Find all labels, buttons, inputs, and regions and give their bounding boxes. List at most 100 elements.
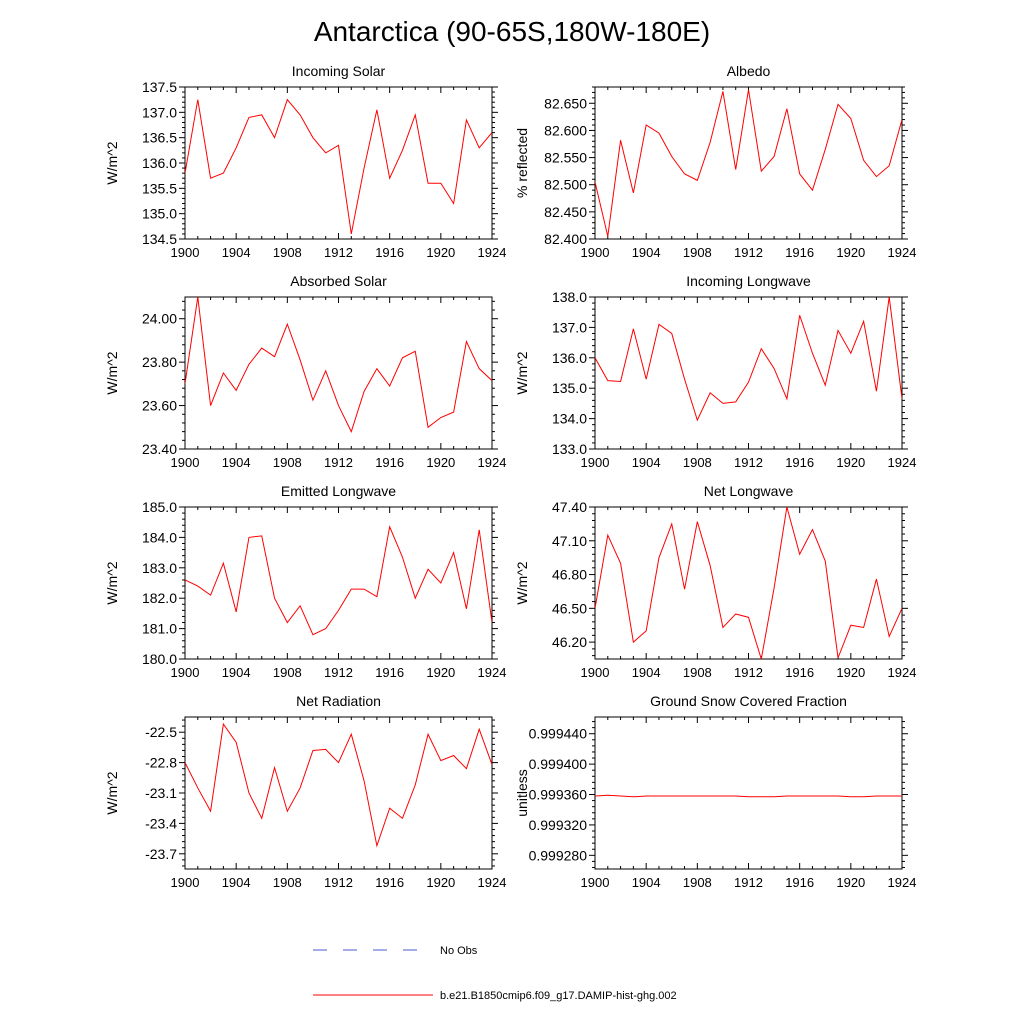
x-tick-label: 1920 — [836, 245, 865, 260]
y-tick-label: 180.0 — [142, 651, 177, 667]
x-tick-label: 1908 — [683, 245, 712, 260]
x-tick-label: 1908 — [273, 665, 302, 680]
y-tick-label: -23.1 — [145, 785, 177, 801]
y-axis-label: % reflected — [514, 128, 530, 198]
y-axis-label: unitless — [514, 769, 530, 816]
panel-incoming-longwave: Incoming Longwave 1900 1904 1908 1912 1916 192… — [514, 273, 916, 470]
x-tick-label: 1900 — [171, 875, 200, 890]
x-tick-label: 1924 — [888, 245, 917, 260]
y-tick-label: 184.0 — [142, 529, 177, 545]
y-tick-label: 135.5 — [142, 180, 177, 196]
x-tick-label: 1920 — [426, 665, 455, 680]
x-tick-label: 1924 — [478, 455, 507, 470]
x-tick-label: 1916 — [785, 455, 814, 470]
y-tick-label: 82.450 — [544, 204, 587, 220]
series-line — [185, 98, 492, 235]
y-tick-label: 46.50 — [552, 600, 587, 616]
x-tick-label: 1908 — [273, 875, 302, 890]
x-tick-label: 1924 — [478, 875, 507, 890]
y-tick-label: 0.999320 — [529, 817, 588, 833]
y-axis-label: W/m^2 — [514, 351, 530, 394]
legend-label-model: b.e21.B1850cmip6.f09_g17.DAMIP-hist-ghg.… — [440, 990, 677, 1002]
x-tick-label: 1908 — [273, 245, 302, 260]
y-tick-label: -23.7 — [145, 846, 177, 862]
x-tick-label: 1924 — [888, 455, 917, 470]
y-axis-label: W/m^2 — [104, 561, 120, 604]
panel-ground-snow-covered-fraction: Ground Snow Covered Fraction 1900 1904 1908… — [514, 693, 916, 890]
x-tick-label: 1916 — [785, 875, 814, 890]
panel-title: Incoming Longwave — [686, 273, 811, 289]
x-tick-label: 1920 — [836, 665, 865, 680]
panel-grid: Incoming Solar 1900 1904 1908 1912 1916 1920 19… — [104, 63, 916, 890]
x-tick-label: 1904 — [222, 665, 251, 680]
x-tick-label: 1908 — [273, 455, 302, 470]
series-line — [595, 89, 902, 237]
y-tick-label: 136.0 — [552, 350, 587, 366]
x-tick-label: 1908 — [683, 665, 712, 680]
panel-absorbed-solar: Absorbed Solar 1900 1904 1908 1912 1916 1920 19… — [104, 273, 506, 470]
y-tick-label: 82.600 — [544, 122, 587, 138]
y-tick-label: 47.40 — [552, 499, 587, 515]
x-tick-label: 1912 — [734, 245, 763, 260]
panel-net-longwave: Net Longwave 1900 1904 1908 1912 1916 1920 1924… — [514, 483, 916, 680]
y-tick-label: 0.999360 — [529, 787, 588, 803]
y-tick-label: 133.0 — [552, 441, 587, 457]
y-axis-label: W/m^2 — [104, 351, 120, 394]
panel-title: Emitted Longwave — [281, 483, 396, 499]
y-tick-label: 82.400 — [544, 231, 587, 247]
series-line — [185, 525, 492, 636]
x-tick-label: 1900 — [171, 665, 200, 680]
x-tick-label: 1904 — [632, 875, 661, 890]
x-tick-label: 1912 — [324, 665, 353, 680]
x-tick-label: 1916 — [375, 455, 404, 470]
x-tick-label: 1916 — [785, 665, 814, 680]
x-tick-label: 1912 — [324, 875, 353, 890]
x-tick-label: 1900 — [581, 875, 610, 890]
panel-title: Albedo — [727, 63, 771, 79]
y-tick-label: 137.0 — [142, 104, 177, 120]
y-axis-label: W/m^2 — [104, 771, 120, 814]
legend: No Obs b.e21.B1850cmip6.f09_g17.DAMIP-hi… — [313, 945, 677, 1002]
x-tick-label: 1920 — [426, 455, 455, 470]
y-tick-label: 135.0 — [552, 380, 587, 396]
x-tick-label: 1912 — [324, 245, 353, 260]
y-tick-label: 137.0 — [552, 319, 587, 335]
y-tick-label: 82.650 — [544, 95, 587, 111]
y-tick-label: 23.80 — [142, 354, 177, 370]
series-line — [185, 297, 492, 433]
x-tick-label: 1912 — [734, 455, 763, 470]
panel-incoming-solar: Incoming Solar 1900 1904 1908 1912 1916 1920 19… — [104, 63, 506, 260]
y-axis-label: W/m^2 — [104, 141, 120, 184]
y-tick-label: 185.0 — [142, 499, 177, 515]
x-tick-label: 1920 — [426, 875, 455, 890]
y-tick-label: 135.0 — [142, 206, 177, 222]
plot-frame — [594, 506, 903, 660]
x-tick-label: 1904 — [632, 665, 661, 680]
x-tick-label: 1904 — [222, 455, 251, 470]
y-tick-label: 181.0 — [142, 621, 177, 637]
x-tick-label: 1920 — [426, 245, 455, 260]
y-tick-label: 46.20 — [552, 634, 587, 650]
x-tick-label: 1920 — [836, 875, 865, 890]
y-tick-label: 0.999280 — [529, 847, 588, 863]
y-tick-label: 23.60 — [142, 398, 177, 414]
x-tick-label: 1916 — [785, 245, 814, 260]
x-tick-label: 1916 — [375, 665, 404, 680]
plot-frame — [594, 716, 903, 870]
y-tick-label: 0.999440 — [529, 726, 588, 742]
y-tick-label: 0.999400 — [529, 756, 588, 772]
series-line — [185, 722, 492, 848]
figure-title: Antarctica (90-65S,180W-180E) — [314, 16, 710, 47]
series-line — [595, 794, 902, 798]
y-tick-label: 82.550 — [544, 150, 587, 166]
panel-title: Ground Snow Covered Fraction — [650, 693, 847, 709]
x-tick-label: 1904 — [632, 245, 661, 260]
panel-title: Absorbed Solar — [290, 273, 387, 289]
plot-frame — [594, 296, 903, 450]
y-tick-label: 47.10 — [552, 533, 587, 549]
legend-label-no-obs: No Obs — [440, 945, 478, 957]
y-tick-label: -23.4 — [145, 815, 177, 831]
x-tick-label: 1900 — [171, 455, 200, 470]
plot-frame — [184, 296, 493, 450]
